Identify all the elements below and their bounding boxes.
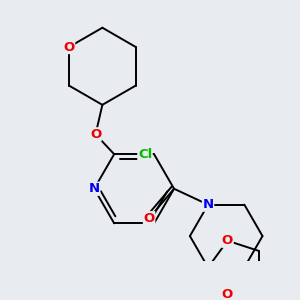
Text: N: N: [202, 198, 214, 211]
Text: O: O: [143, 212, 155, 225]
Text: N: N: [88, 182, 100, 195]
Text: O: O: [63, 40, 75, 53]
Text: O: O: [90, 128, 101, 141]
Text: O: O: [222, 288, 233, 300]
Text: O: O: [222, 234, 233, 247]
Text: Cl: Cl: [138, 148, 152, 161]
